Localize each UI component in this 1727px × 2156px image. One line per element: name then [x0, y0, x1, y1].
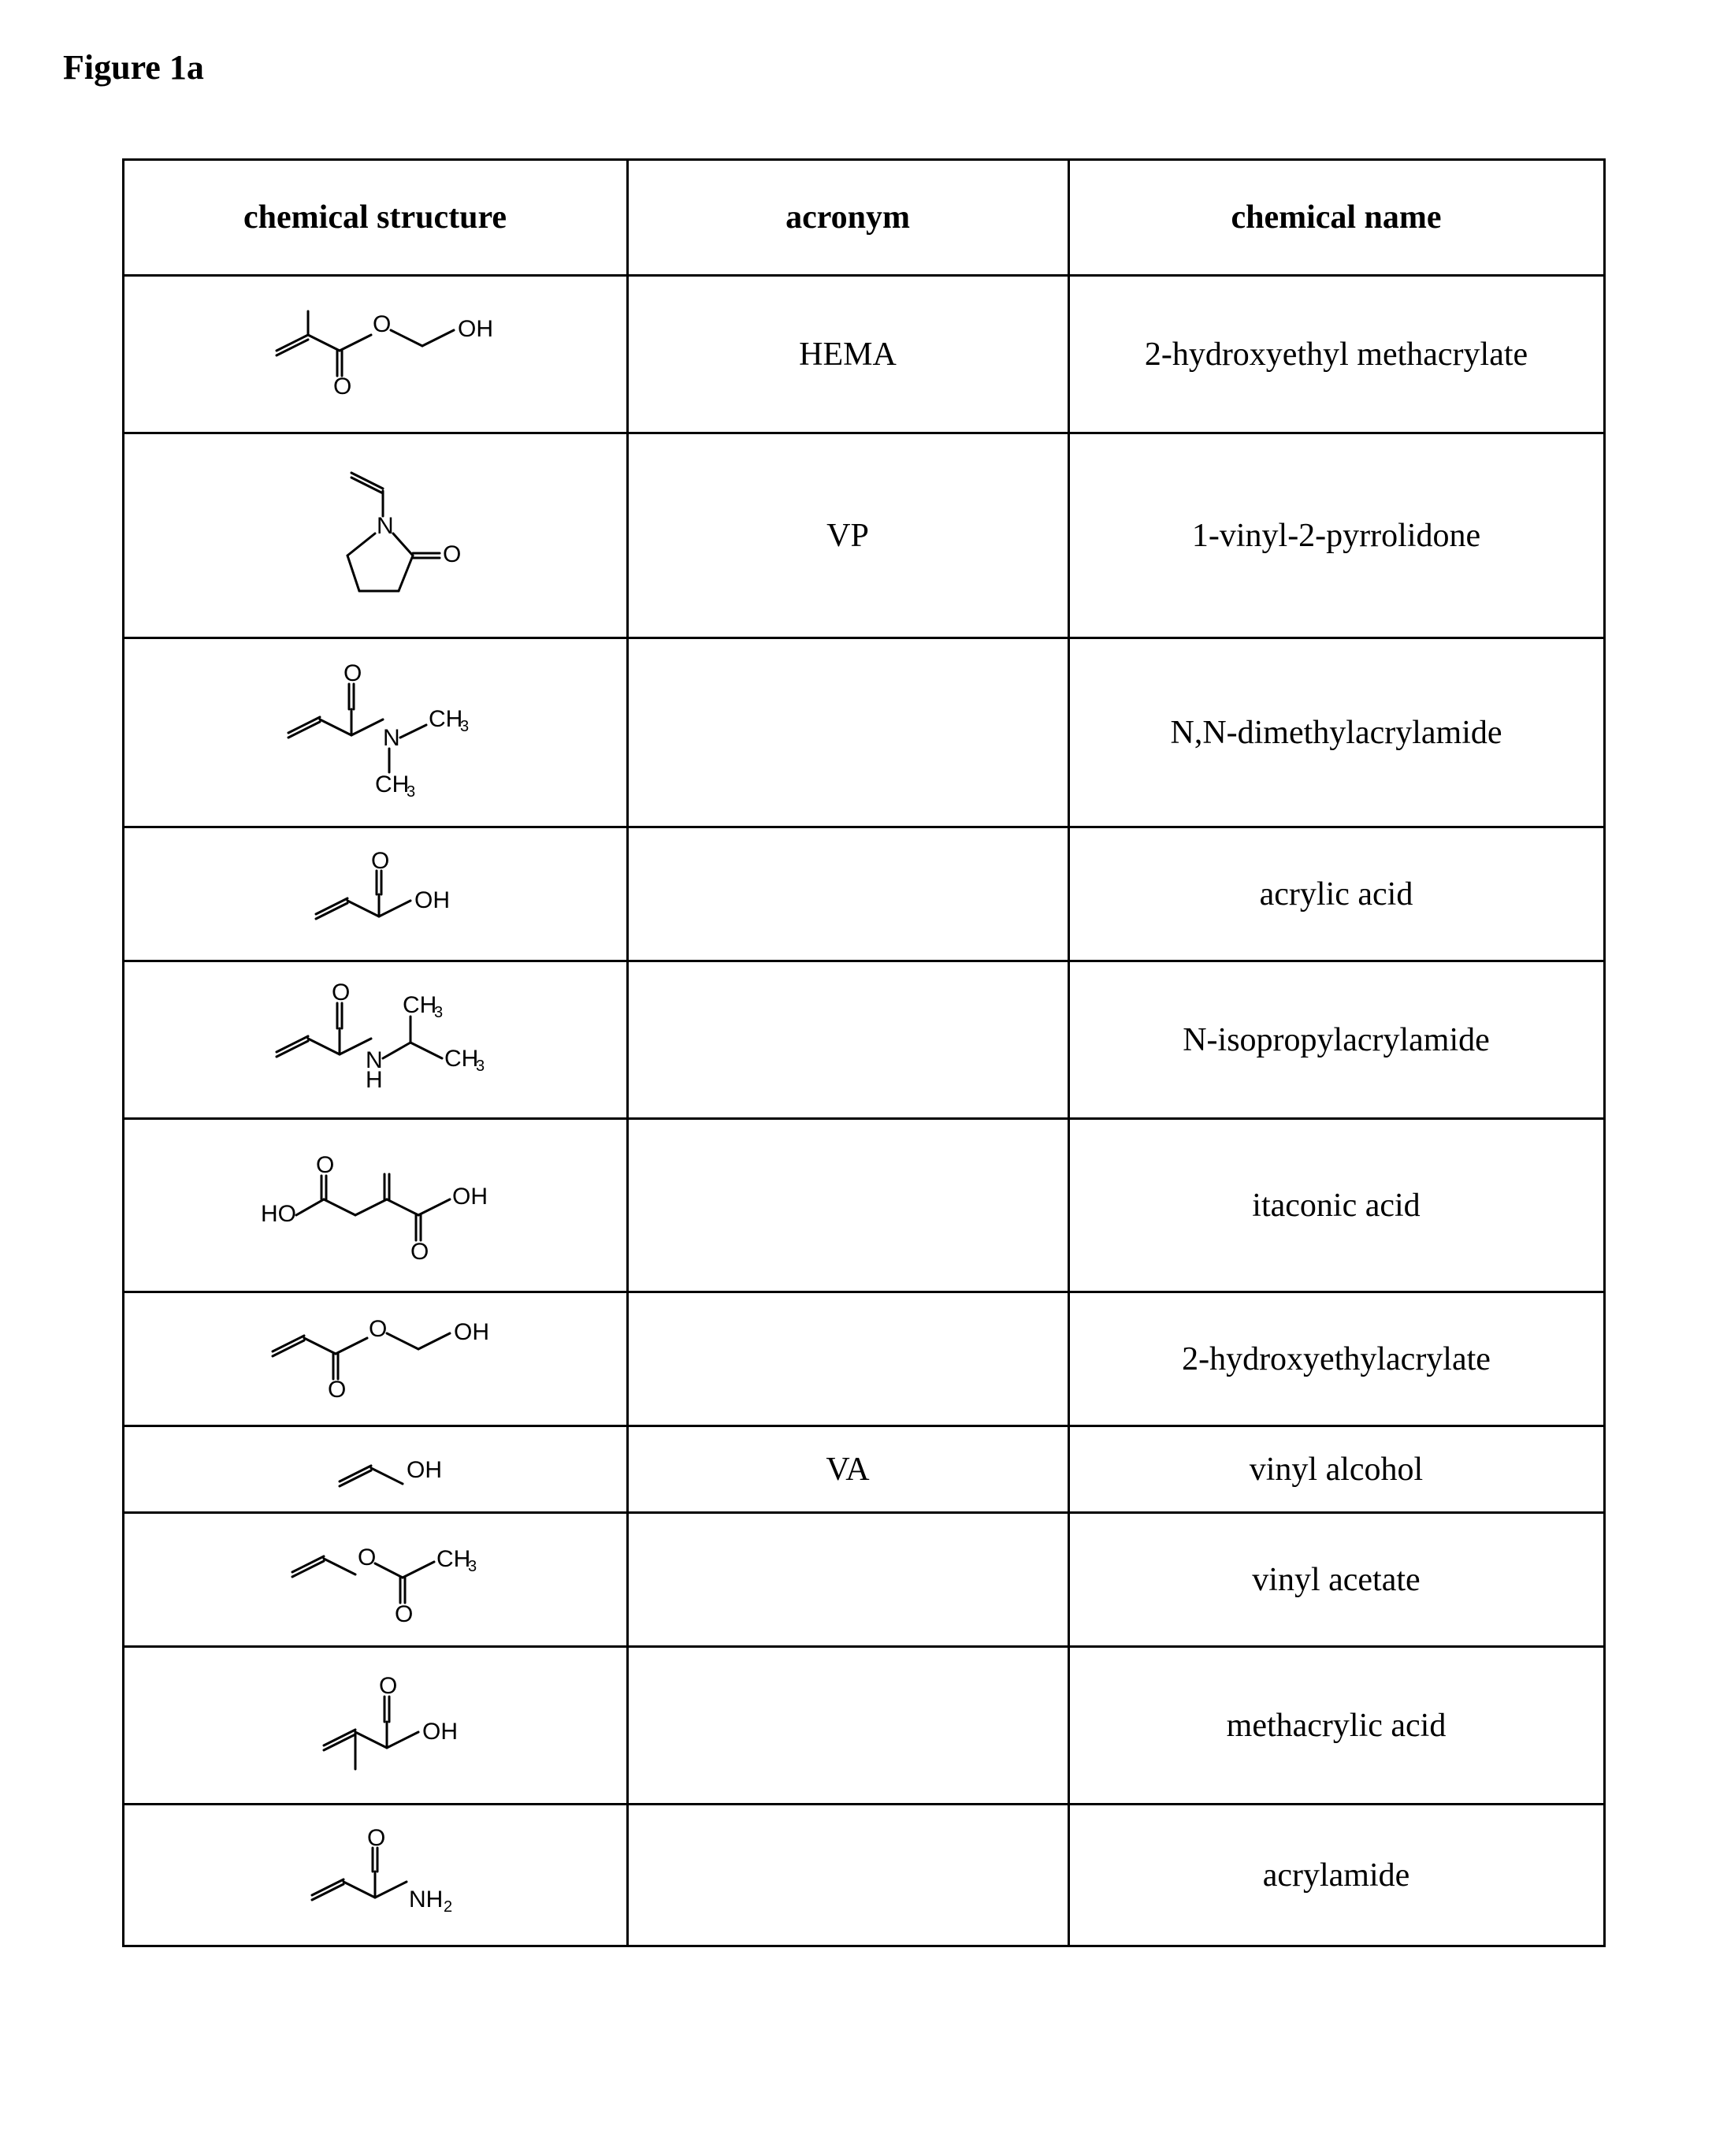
chemical-structure-icon	[269, 1667, 481, 1785]
header-structure: chemical structure	[123, 160, 627, 276]
structure-cell	[123, 1292, 627, 1426]
structure-cell	[123, 1119, 627, 1292]
table-row: acrylamide	[123, 1805, 1604, 1946]
table-row: vinyl acetate	[123, 1513, 1604, 1647]
table-row: N-isopropylacrylamide	[123, 961, 1604, 1119]
acronym-cell	[627, 1805, 1068, 1946]
chemical-structure-icon	[269, 1828, 481, 1923]
chemical-table: chemical structure acronym chemical name…	[122, 158, 1606, 1947]
chemical-structure-icon	[277, 851, 474, 938]
table-row: HEMA2-hydroxyethyl methacrylate	[123, 276, 1604, 433]
structure-cell	[123, 1647, 627, 1805]
name-cell: itaconic acid	[1068, 1119, 1604, 1292]
table-row: VP1-vinyl-2-pyrrolidone	[123, 433, 1604, 638]
name-cell: 1-vinyl-2-pyrrolidone	[1068, 433, 1604, 638]
acronym-cell	[627, 638, 1068, 827]
name-cell: N-isopropylacrylamide	[1068, 961, 1604, 1119]
table-row: N,N-dimethylacrylamide	[123, 638, 1604, 827]
structure-cell	[123, 961, 627, 1119]
name-cell: 2-hydroxyethylacrylate	[1068, 1292, 1604, 1426]
table-row: VAvinyl alcohol	[123, 1426, 1604, 1513]
acronym-cell	[627, 827, 1068, 961]
acronym-cell: VA	[627, 1426, 1068, 1513]
header-name: chemical name	[1068, 160, 1604, 276]
structure-cell	[123, 827, 627, 961]
chemical-structure-icon	[277, 1438, 474, 1501]
acronym-cell	[627, 1647, 1068, 1805]
acronym-cell: HEMA	[627, 276, 1068, 433]
table-row: 2-hydroxyethylacrylate	[123, 1292, 1604, 1426]
table-row: itaconic acid	[123, 1119, 1604, 1292]
structure-cell	[123, 433, 627, 638]
name-cell: acrylic acid	[1068, 827, 1604, 961]
name-cell: vinyl acetate	[1068, 1513, 1604, 1647]
chemical-structure-icon	[245, 303, 505, 406]
chemical-structure-icon	[253, 1529, 497, 1631]
name-cell: methacrylic acid	[1068, 1647, 1604, 1805]
chemical-structure-icon	[249, 981, 501, 1099]
structure-cell	[123, 1805, 627, 1946]
chemical-structure-icon	[245, 1308, 505, 1411]
name-cell: vinyl alcohol	[1068, 1426, 1604, 1513]
name-cell: 2-hydroxyethyl methacrylate	[1068, 276, 1604, 433]
acronym-cell	[627, 1119, 1068, 1292]
table-row: acrylic acid	[123, 827, 1604, 961]
acronym-cell: VP	[627, 433, 1068, 638]
structure-cell	[123, 1426, 627, 1513]
table-row: methacrylic acid	[123, 1647, 1604, 1805]
chemical-structure-icon	[265, 461, 485, 611]
acronym-cell	[627, 1292, 1068, 1426]
name-cell: N,N-dimethylacrylamide	[1068, 638, 1604, 827]
header-row: chemical structure acronym chemical name	[123, 160, 1604, 276]
header-acronym: acronym	[627, 160, 1068, 276]
name-cell: acrylamide	[1068, 1805, 1604, 1946]
chemical-structure-icon	[257, 662, 493, 804]
structure-cell	[123, 276, 627, 433]
acronym-cell	[627, 1513, 1068, 1647]
chemical-structure-icon	[245, 1143, 505, 1269]
acronym-cell	[627, 961, 1068, 1119]
structure-cell	[123, 638, 627, 827]
structure-cell	[123, 1513, 627, 1647]
figure-title: Figure 1a	[63, 47, 1664, 87]
